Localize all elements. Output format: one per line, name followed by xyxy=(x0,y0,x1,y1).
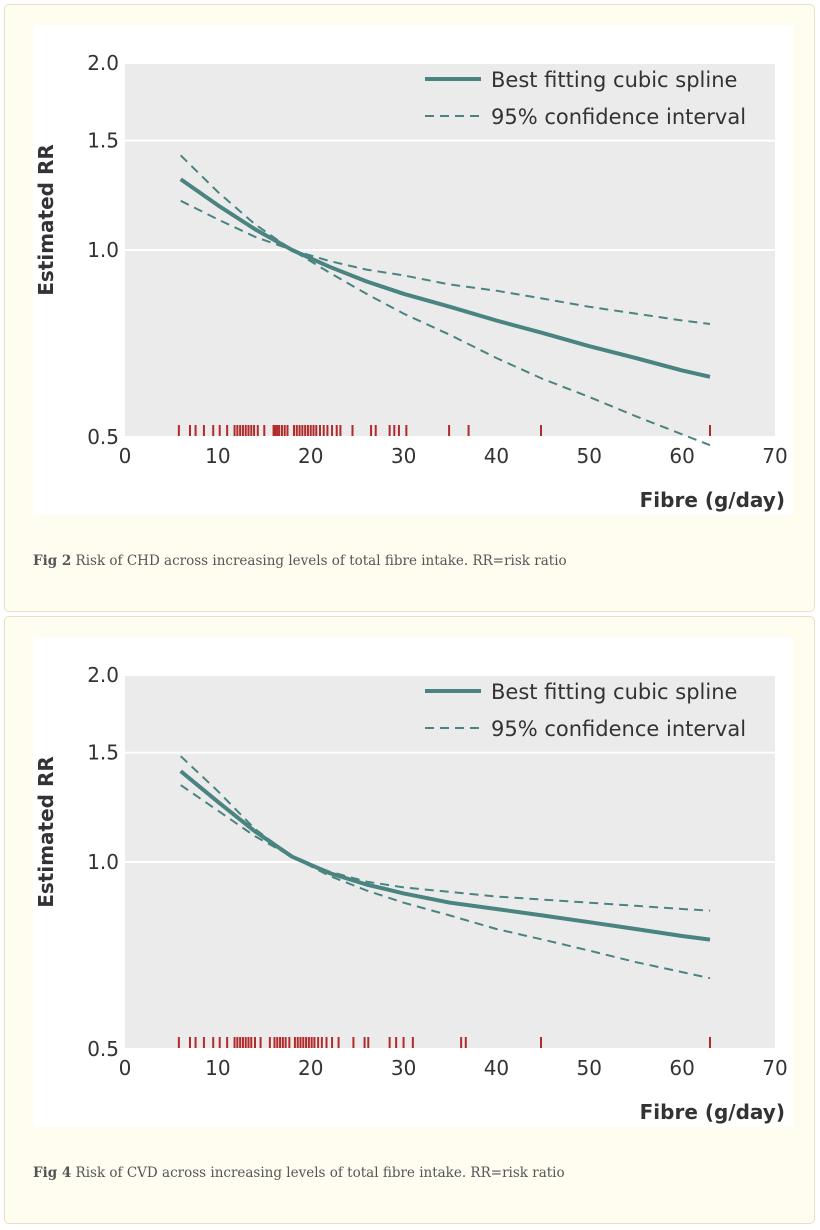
x-tick-label: 20 xyxy=(298,1056,323,1080)
x-tick-label: 40 xyxy=(484,1056,509,1080)
x-axis-title: Fibre (g/day) xyxy=(640,488,785,512)
x-tick-label: 30 xyxy=(391,1056,416,1080)
x-tick-label: 20 xyxy=(298,444,323,468)
x-tick-label: 70 xyxy=(762,444,787,468)
chart-panel: 0.5 1.0 1.5 2.0 0 10 20 30 40 50 60 70 Best fitting … xyxy=(33,637,793,1127)
x-tick-label: 70 xyxy=(762,1056,787,1080)
x-tick-label: 60 xyxy=(669,1056,694,1080)
x-tick-label: 40 xyxy=(484,444,509,468)
caption-text: Risk of CHD across increasing levels of … xyxy=(71,553,567,569)
figure-caption: Fig 2 Risk of CHD across increasing leve… xyxy=(33,553,567,569)
x-tick-label: 0 xyxy=(119,1056,132,1080)
ci-series-line xyxy=(180,199,711,325)
legend-label: Best fitting cubic spline xyxy=(491,68,737,92)
x-axis-title: Fibre (g/day) xyxy=(640,1100,785,1124)
spline-series-line xyxy=(179,769,711,942)
figure-card-fig2: 0.5 1.0 1.5 2.0 0 10 20 30 40 50 60 70 Best fitting … xyxy=(4,4,815,612)
spline-series-line xyxy=(179,177,711,379)
x-tick-label: 50 xyxy=(577,444,602,468)
y-tick-label: 1.5 xyxy=(87,129,119,153)
legend-label: 95% confidence interval xyxy=(491,105,746,129)
caption-text: Risk of CVD across increasing levels of … xyxy=(71,1165,565,1181)
x-tick-label: 10 xyxy=(205,444,230,468)
x-tick-label: 60 xyxy=(669,444,694,468)
ci-series-line xyxy=(179,154,711,447)
chart-svg-fig4: 0.5 1.0 1.5 2.0 0 10 20 30 40 50 60 70 Best fitting … xyxy=(34,663,788,1124)
figure-card-fig4: 0.5 1.0 1.5 2.0 0 10 20 30 40 50 60 70 Best fitting … xyxy=(4,616,815,1224)
ci-series-line xyxy=(180,784,711,912)
y-tick-label: 0.5 xyxy=(87,1037,119,1061)
y-axis-title: Estimated RR xyxy=(34,756,58,908)
y-tick-label: 1.0 xyxy=(87,238,119,262)
x-tick-label: 0 xyxy=(119,444,132,468)
legend-label: Best fitting cubic spline xyxy=(491,680,737,704)
y-axis-title: Estimated RR xyxy=(34,144,58,296)
y-tick-label: 0.5 xyxy=(87,425,119,449)
y-tick-label: 2.0 xyxy=(87,51,119,75)
legend-label: 95% confidence interval xyxy=(491,717,746,741)
caption-figure-label: Fig 4 xyxy=(33,1165,72,1181)
x-tick-label: 30 xyxy=(391,444,416,468)
chart-svg-fig2: 0.5 1.0 1.5 2.0 0 10 20 30 40 50 60 70 Best fitting … xyxy=(34,51,788,512)
x-tick-label: 50 xyxy=(577,1056,602,1080)
x-tick-label: 10 xyxy=(205,1056,230,1080)
y-tick-label: 1.5 xyxy=(87,741,119,765)
y-tick-label: 2.0 xyxy=(87,663,119,687)
ci-series-line xyxy=(180,755,711,980)
figure-caption: Fig 4 Risk of CVD across increasing leve… xyxy=(33,1165,565,1181)
chart-panel: 0.5 1.0 1.5 2.0 0 10 20 30 40 50 60 70 Best fitting … xyxy=(33,25,793,515)
y-tick-label: 1.0 xyxy=(87,850,119,874)
caption-figure-label: Fig 2 xyxy=(33,553,72,569)
